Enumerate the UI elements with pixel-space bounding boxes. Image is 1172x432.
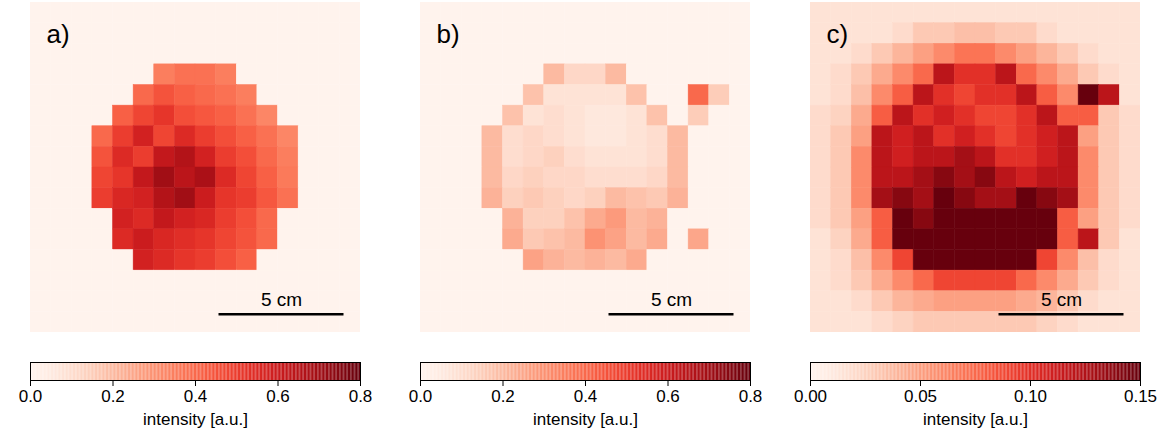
svg-text:0.10: 0.10 [1014,387,1047,406]
svg-text:5 cm: 5 cm [261,289,302,310]
svg-text:0.4: 0.4 [184,387,208,406]
svg-text:0.00: 0.00 [794,387,827,406]
svg-text:0.0: 0.0 [409,387,433,406]
svg-text:0.8: 0.8 [349,387,373,406]
svg-text:0.6: 0.6 [656,387,680,406]
svg-text:5 cm: 5 cm [1041,289,1082,310]
svg-text:intensity [a.u.]: intensity [a.u.] [143,410,248,429]
svg-text:0.4: 0.4 [574,387,598,406]
svg-text:c): c) [827,19,849,49]
svg-text:0.15: 0.15 [1124,387,1157,406]
svg-text:0.6: 0.6 [266,387,290,406]
svg-text:intensity [a.u.]: intensity [a.u.] [923,410,1028,429]
svg-text:0.2: 0.2 [101,387,125,406]
svg-text:0.0: 0.0 [19,387,43,406]
svg-text:5 cm: 5 cm [651,289,692,310]
svg-text:intensity [a.u.]: intensity [a.u.] [533,410,638,429]
svg-text:0.8: 0.8 [739,387,763,406]
svg-text:a): a) [47,19,70,49]
svg-text:0.05: 0.05 [904,387,937,406]
svg-text:b): b) [437,19,460,49]
svg-text:0.2: 0.2 [491,387,515,406]
